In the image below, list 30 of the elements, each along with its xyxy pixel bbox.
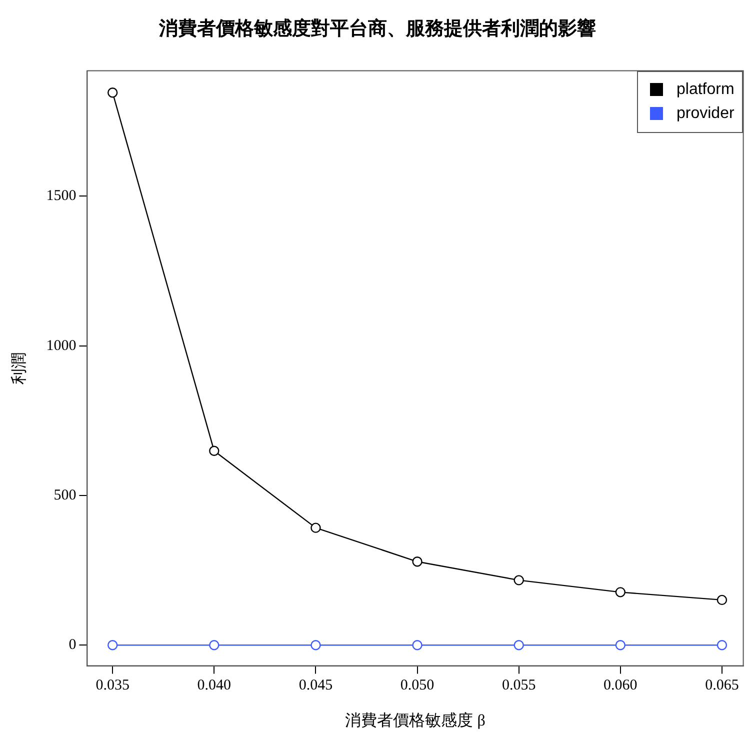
- x-tick-label: 0.050: [400, 678, 434, 694]
- point: [209, 446, 220, 456]
- point: [615, 587, 626, 598]
- chart-title: 消費者價格敏感度對平台商、服務提供者利潤的影響: [158, 17, 596, 40]
- y-tick-label: 500: [54, 487, 76, 504]
- point: [310, 522, 321, 533]
- point: [716, 640, 728, 650]
- y-tick-label: 1500: [46, 188, 76, 204]
- point: [514, 575, 524, 586]
- x-tick-label: 0.065: [705, 678, 739, 694]
- legend-label: provider: [676, 104, 734, 124]
- y-tick-label: 0: [68, 637, 76, 654]
- point: [107, 88, 118, 98]
- point: [310, 640, 321, 650]
- point: [716, 594, 728, 606]
- x-tick-label: 0.060: [604, 678, 638, 694]
- y-axis-title: 利潤: [10, 352, 28, 384]
- point: [412, 640, 422, 650]
- x-tick-label: 0.035: [96, 678, 130, 694]
- point: [107, 640, 118, 650]
- point: [209, 640, 220, 650]
- point: [514, 640, 524, 650]
- point: [615, 640, 626, 650]
- x-tick-label: 0.055: [502, 678, 536, 694]
- y-tick-label: 1000: [46, 338, 76, 354]
- x-tick-label: 0.040: [197, 678, 232, 694]
- x-tick-label: 0.045: [298, 678, 333, 694]
- x-axis-title: 消費者價格敏感度 β: [345, 712, 486, 730]
- legend-label: platform: [676, 80, 734, 100]
- point: [412, 556, 422, 567]
